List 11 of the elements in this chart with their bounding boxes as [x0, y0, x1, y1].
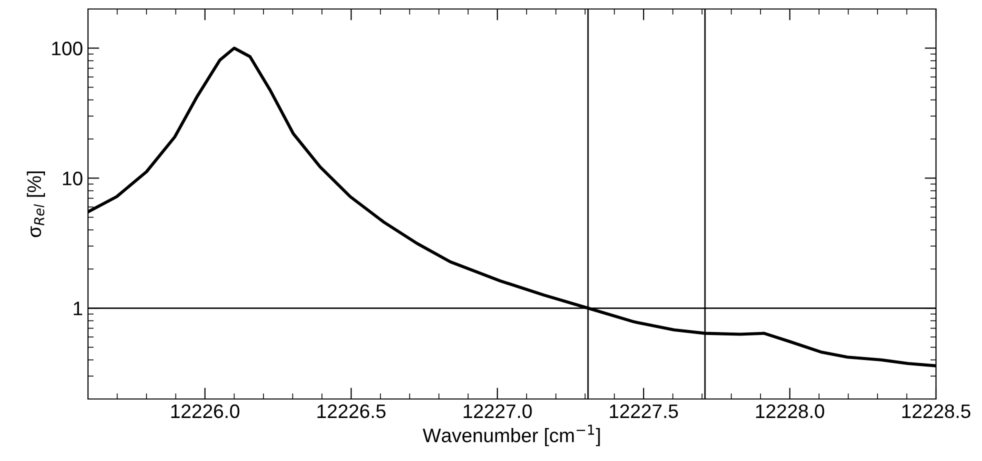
y-tick-label: 10: [62, 172, 82, 186]
x-tick-label: 12226.0: [171, 404, 240, 418]
y-tick-label: 100: [52, 42, 82, 56]
x-axis-title: Wavenumber [cm$^{−1}$]: [422, 424, 600, 446]
x-tick-label: 12227.0: [464, 404, 532, 418]
x-tick-label: 12228.0: [756, 404, 824, 418]
x-tick-label: 12227.5: [610, 404, 678, 418]
y-axis-title: σ$_{Rel}$ [%]: [26, 171, 45, 238]
x-tick-label: 12228.5: [902, 404, 970, 418]
x-tick-label: 12226.5: [318, 404, 386, 418]
y-tick-label: 1: [74, 302, 82, 316]
